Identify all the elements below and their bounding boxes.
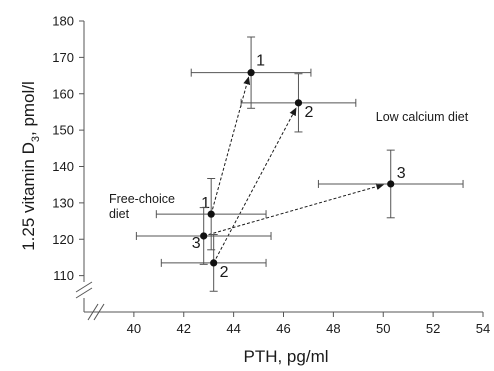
data-point-group: 1: [155, 178, 267, 251]
data-point-group: 3: [317, 149, 464, 219]
y-axis-title-tail: , pmol/l: [19, 81, 38, 136]
y-tick-label: 120: [52, 232, 74, 247]
x-tick-label: 40: [127, 321, 141, 336]
y-axis-break-mark-2: [75, 287, 93, 299]
data-point: [210, 259, 218, 267]
y-axis: [75, 21, 93, 312]
y-tick-label: 160: [52, 86, 74, 101]
y-axis-title-group: 1.25 vitamin D3, pmol/l: [19, 81, 42, 251]
trend-arrow: [203, 183, 385, 237]
data-point-group: 2: [240, 73, 357, 133]
data-point: [200, 232, 208, 240]
x-tick-label: 42: [177, 321, 191, 336]
data-point: [294, 99, 303, 107]
x-tick-label: 44: [226, 321, 240, 336]
y-axis-title-main: 1.25 vitamin D: [19, 142, 38, 251]
annotation-text: diet: [109, 207, 130, 221]
y-axis-title-subscript: 3: [30, 136, 42, 142]
x-ticks: 40 42 44 46 48 50 52 54: [127, 312, 490, 336]
y-ticks: 110 120 130 140 150 160 170 180: [52, 14, 84, 283]
trend-arrow: [210, 76, 251, 215]
data-point-label: 2: [304, 104, 313, 121]
data-point: [207, 210, 215, 218]
y-tick-label: 140: [52, 159, 74, 174]
y-tick-label: 170: [52, 50, 74, 65]
x-axis-break-mark-1: [87, 303, 99, 321]
trend-arrow: [213, 107, 297, 264]
trend-arrows: [203, 76, 385, 264]
data-point: [387, 180, 395, 188]
data-point-label: 3: [192, 235, 201, 252]
data-point-group: 2: [160, 234, 267, 292]
x-tick-label: 50: [376, 321, 390, 336]
data-point-group: 3: [135, 207, 272, 265]
data-points: 1 2 3 1 3 2: [135, 36, 464, 292]
data-point-group: 1: [190, 36, 312, 109]
x-tick-label: 48: [326, 321, 340, 336]
data-point-label: 2: [220, 264, 229, 281]
data-point: [247, 69, 255, 77]
y-tick-label: 130: [52, 195, 74, 210]
x-tick-label: 54: [476, 321, 490, 336]
x-tick-label: 46: [276, 321, 290, 336]
data-point-label: 3: [397, 165, 406, 182]
annotation-text: Low calcium diet: [376, 110, 469, 124]
y-tick-label: 180: [52, 14, 74, 29]
y-axis-break-mark-1: [75, 281, 93, 293]
x-tick-label: 52: [426, 321, 440, 336]
annotation-text: Free-choice: [109, 192, 175, 206]
x-axis-title: PTH, pg/ml: [243, 347, 328, 366]
y-axis-title: 1.25 vitamin D3, pmol/l: [19, 81, 42, 251]
y-tick-label: 110: [53, 268, 74, 283]
x-axis-break-mark-2: [93, 303, 105, 321]
data-point-label: 1: [256, 53, 265, 70]
y-tick-label: 150: [52, 123, 74, 138]
data-point-label: 1: [201, 195, 210, 212]
